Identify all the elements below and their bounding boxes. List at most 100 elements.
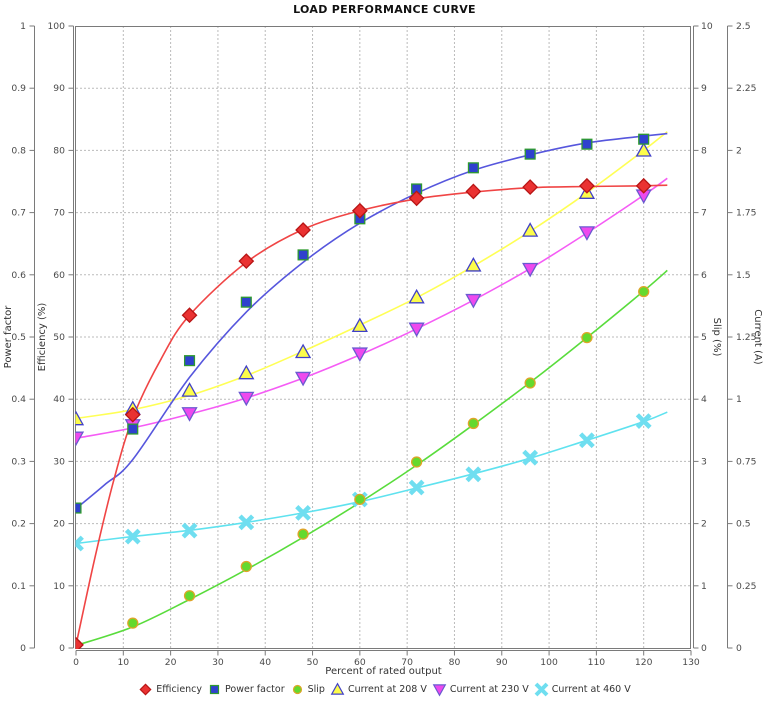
curve-power-factor [75,132,668,510]
svg-text:0: 0 [59,643,65,654]
svg-text:90: 90 [496,657,508,668]
legend-label: Current at 230 V [449,684,529,695]
svg-text:10: 10 [701,21,713,32]
gridlines [76,26,691,648]
svg-text:10: 10 [53,581,65,592]
svg-text:0.7: 0.7 [11,208,26,219]
svg-text:1.75: 1.75 [736,208,757,219]
curve-current-at-460-v [75,411,668,545]
y-axis-current: 0 0.25 0.5 0.75 1 1.25 1.5 1.75 2 2.25 2.5 [727,21,757,654]
svg-text:40: 40 [53,394,65,405]
legend-item-slip: Slip [290,682,325,697]
series-current-at-208-v [75,142,652,426]
svg-text:0.4: 0.4 [11,394,26,405]
current-at-230-v-marker-icon [432,684,447,697]
legend-item-power-factor: Power factor [207,682,285,697]
svg-text:1: 1 [701,581,707,592]
y-axis-power-factor: 0 0.1 0.2 0.3 0.4 0.5 0.6 0.7 0.8 0.9 1 [11,21,35,654]
legend-label: Slip [307,684,325,695]
svg-text:80: 80 [53,145,65,156]
svg-text:40: 40 [259,657,271,668]
svg-text:1: 1 [736,394,742,405]
svg-text:0: 0 [73,657,79,668]
axis-titles: Power factor Efficiency (%) Slip (%) Curren… [3,303,763,677]
legend-label: Efficiency [156,684,203,695]
svg-text:2: 2 [736,145,742,156]
svg-text:30: 30 [53,456,65,467]
svg-text:100: 100 [540,657,558,668]
svg-text:0.25: 0.25 [736,581,757,592]
current-at-460-v-marker-icon [534,682,549,697]
axes: 00.10.20.30.40.50.60.70.80.9101020304050… [11,21,756,668]
svg-text:1: 1 [20,21,26,32]
svg-text:3: 3 [701,456,707,467]
svg-text:0.8: 0.8 [11,145,26,156]
svg-text:130: 130 [682,657,700,668]
legend-item-efficiency: Efficiency [138,682,202,697]
efficiency-marker-icon [139,683,152,696]
svg-text:50: 50 [53,332,65,343]
svg-text:70: 70 [401,657,413,668]
svg-text:0: 0 [736,643,742,654]
svg-text:5: 5 [701,332,707,343]
series-slip [75,285,650,649]
svg-text:0.5: 0.5 [736,519,751,530]
curve-efficiency [75,184,668,646]
svg-text:30: 30 [212,657,224,668]
svg-text:110: 110 [588,657,606,668]
svg-text:0.75: 0.75 [736,456,757,467]
x-axis-title: Percent of rated output [325,666,442,677]
y-axis-title-current: Current (A) [752,309,763,364]
series-power-factor [75,133,650,514]
svg-text:0: 0 [20,643,26,654]
y-axis-slip: 0 1 2 3 4 5 6 7 8 9 10 [693,21,713,654]
chart-title: LOAD PERFORMANCE CURVE [293,3,476,16]
svg-text:2.5: 2.5 [736,21,751,32]
svg-text:6: 6 [701,270,707,281]
data-points [75,133,652,649]
legend-item-current-at-230-v: Current at 230 V [432,682,529,697]
svg-text:20: 20 [165,657,177,668]
svg-text:100: 100 [47,21,65,32]
x-axis: 0 10 20 30 40 50 60 70 80 90 100 110 120 130 [73,650,700,668]
svg-text:0.2: 0.2 [11,519,26,530]
legend-item-current-at-208-v: Current at 208 V [330,682,427,697]
svg-text:2: 2 [701,519,707,530]
svg-text:1.5: 1.5 [736,270,751,281]
series-current-at-460-v [75,413,652,552]
y-axis-title-power-factor: Power factor [3,305,14,369]
svg-text:8: 8 [701,145,707,156]
svg-text:4: 4 [701,394,707,405]
svg-text:50: 50 [307,657,319,668]
svg-text:1.25: 1.25 [736,332,757,343]
svg-text:20: 20 [53,519,65,530]
svg-text:0.1: 0.1 [11,581,26,592]
plot-border [75,26,691,649]
svg-text:120: 120 [635,657,653,668]
svg-text:2.25: 2.25 [736,83,757,94]
svg-text:80: 80 [449,657,461,668]
svg-text:0.6: 0.6 [11,270,26,281]
series-efficiency [75,177,652,649]
y-axis-title-slip: Slip (%) [711,318,722,357]
slip-marker-icon [292,684,302,695]
svg-text:60: 60 [53,270,65,281]
power-factor-marker-icon [209,684,220,695]
legend-item-current-at-460-v: Current at 460 V [534,682,631,697]
svg-text:0.5: 0.5 [11,332,26,343]
svg-text:60: 60 [354,657,366,668]
fit-curves [75,131,668,647]
svg-text:10: 10 [117,657,129,668]
svg-text:7: 7 [701,208,707,219]
y-axis-efficiency: 0 10 20 30 40 50 60 70 80 90 100 [47,21,74,654]
chart-legend: Efficiency Power factor Slip Current at 208… [0,682,769,697]
svg-text:0.3: 0.3 [11,456,26,467]
legend-label: Current at 460 V [551,684,631,695]
svg-text:90: 90 [53,83,65,94]
legend-label: Current at 208 V [347,684,427,695]
svg-text:70: 70 [53,208,65,219]
curve-slip [75,269,668,647]
series-current-at-230-v [75,189,652,447]
svg-text:0.9: 0.9 [11,83,26,94]
